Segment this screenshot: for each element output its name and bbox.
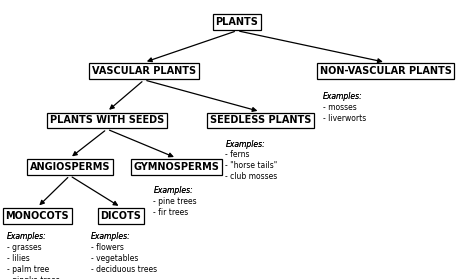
Text: - pine trees: - pine trees bbox=[154, 197, 197, 206]
Text: PLANTS WITH SEEDS: PLANTS WITH SEEDS bbox=[50, 115, 164, 125]
Text: Examples:: Examples: bbox=[91, 232, 130, 241]
Text: Examples:: Examples: bbox=[323, 92, 363, 101]
Text: Examples:: Examples: bbox=[226, 140, 265, 148]
Text: Examples:: Examples: bbox=[91, 232, 130, 241]
Text: - lilies: - lilies bbox=[7, 254, 30, 263]
Text: Examples:: Examples: bbox=[154, 186, 193, 195]
Text: - vegetables: - vegetables bbox=[91, 254, 138, 263]
Text: - fir trees: - fir trees bbox=[154, 208, 189, 217]
Text: Examples:: Examples: bbox=[226, 140, 265, 148]
Text: - gingko trees: - gingko trees bbox=[7, 276, 60, 279]
Text: Examples:: Examples: bbox=[323, 92, 363, 101]
Text: ANGIOSPERMS: ANGIOSPERMS bbox=[29, 162, 110, 172]
Text: MONOCOTS: MONOCOTS bbox=[5, 211, 69, 221]
Text: - mosses: - mosses bbox=[323, 103, 357, 112]
Text: - ferns: - ferns bbox=[226, 150, 250, 159]
Text: NON-VASCULAR PLANTS: NON-VASCULAR PLANTS bbox=[319, 66, 452, 76]
Text: Examples:: Examples: bbox=[154, 186, 193, 195]
Text: SEEDLESS PLANTS: SEEDLESS PLANTS bbox=[210, 115, 311, 125]
Text: Examples:: Examples: bbox=[7, 232, 47, 241]
Text: - grasses: - grasses bbox=[7, 243, 42, 252]
Text: - liverworts: - liverworts bbox=[323, 114, 366, 122]
Text: - "horse tails": - "horse tails" bbox=[226, 161, 278, 170]
Text: - flowers: - flowers bbox=[91, 243, 124, 252]
Text: VASCULAR PLANTS: VASCULAR PLANTS bbox=[92, 66, 196, 76]
Text: PLANTS: PLANTS bbox=[216, 17, 258, 27]
Text: GYMNOSPERMS: GYMNOSPERMS bbox=[134, 162, 219, 172]
Text: - deciduous trees: - deciduous trees bbox=[91, 265, 157, 274]
Text: Examples:: Examples: bbox=[7, 232, 47, 241]
Text: - club mosses: - club mosses bbox=[226, 172, 278, 181]
Text: DICOTS: DICOTS bbox=[100, 211, 141, 221]
Text: - palm tree: - palm tree bbox=[7, 265, 49, 274]
